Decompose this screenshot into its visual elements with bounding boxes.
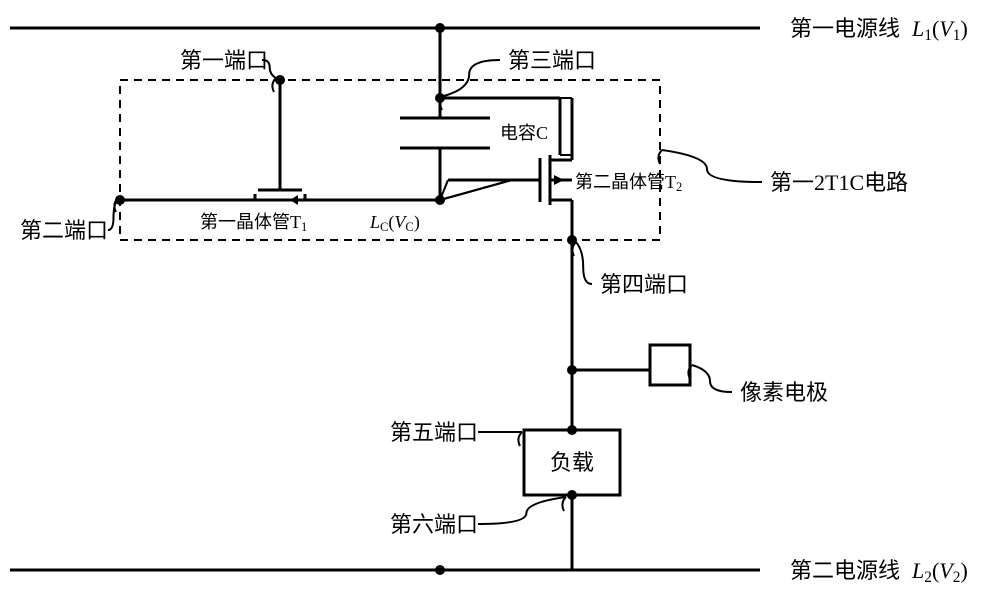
port3-label: 第三端口 xyxy=(508,48,596,73)
load-label: 负载 xyxy=(550,450,594,475)
power-line-2-sym: L2(V2) xyxy=(911,558,968,586)
power-line-1-label: 第一电源线 xyxy=(790,16,900,41)
t2-label: 第二晶体管T2 xyxy=(575,172,682,194)
power-line-1-sym: L1(V1) xyxy=(911,16,968,44)
power-line-2-label: 第二电源线 xyxy=(790,558,900,583)
port4-label: 第四端口 xyxy=(600,272,688,297)
cap-label: 电容C xyxy=(500,123,548,143)
port5-label: 第五端口 xyxy=(390,420,478,445)
port1-label: 第一端口 xyxy=(180,48,268,73)
pixel-electrode-box xyxy=(650,345,690,385)
port6-label: 第六端口 xyxy=(390,512,478,537)
circuit-name-label: 第一2T1C电路 xyxy=(770,170,908,195)
pixel-label: 像素电极 xyxy=(740,380,828,405)
lc-vc-label: LC(VC) xyxy=(369,212,420,234)
port2-label: 第二端口 xyxy=(20,218,108,243)
t1-label: 第一晶体管T1 xyxy=(200,212,307,234)
